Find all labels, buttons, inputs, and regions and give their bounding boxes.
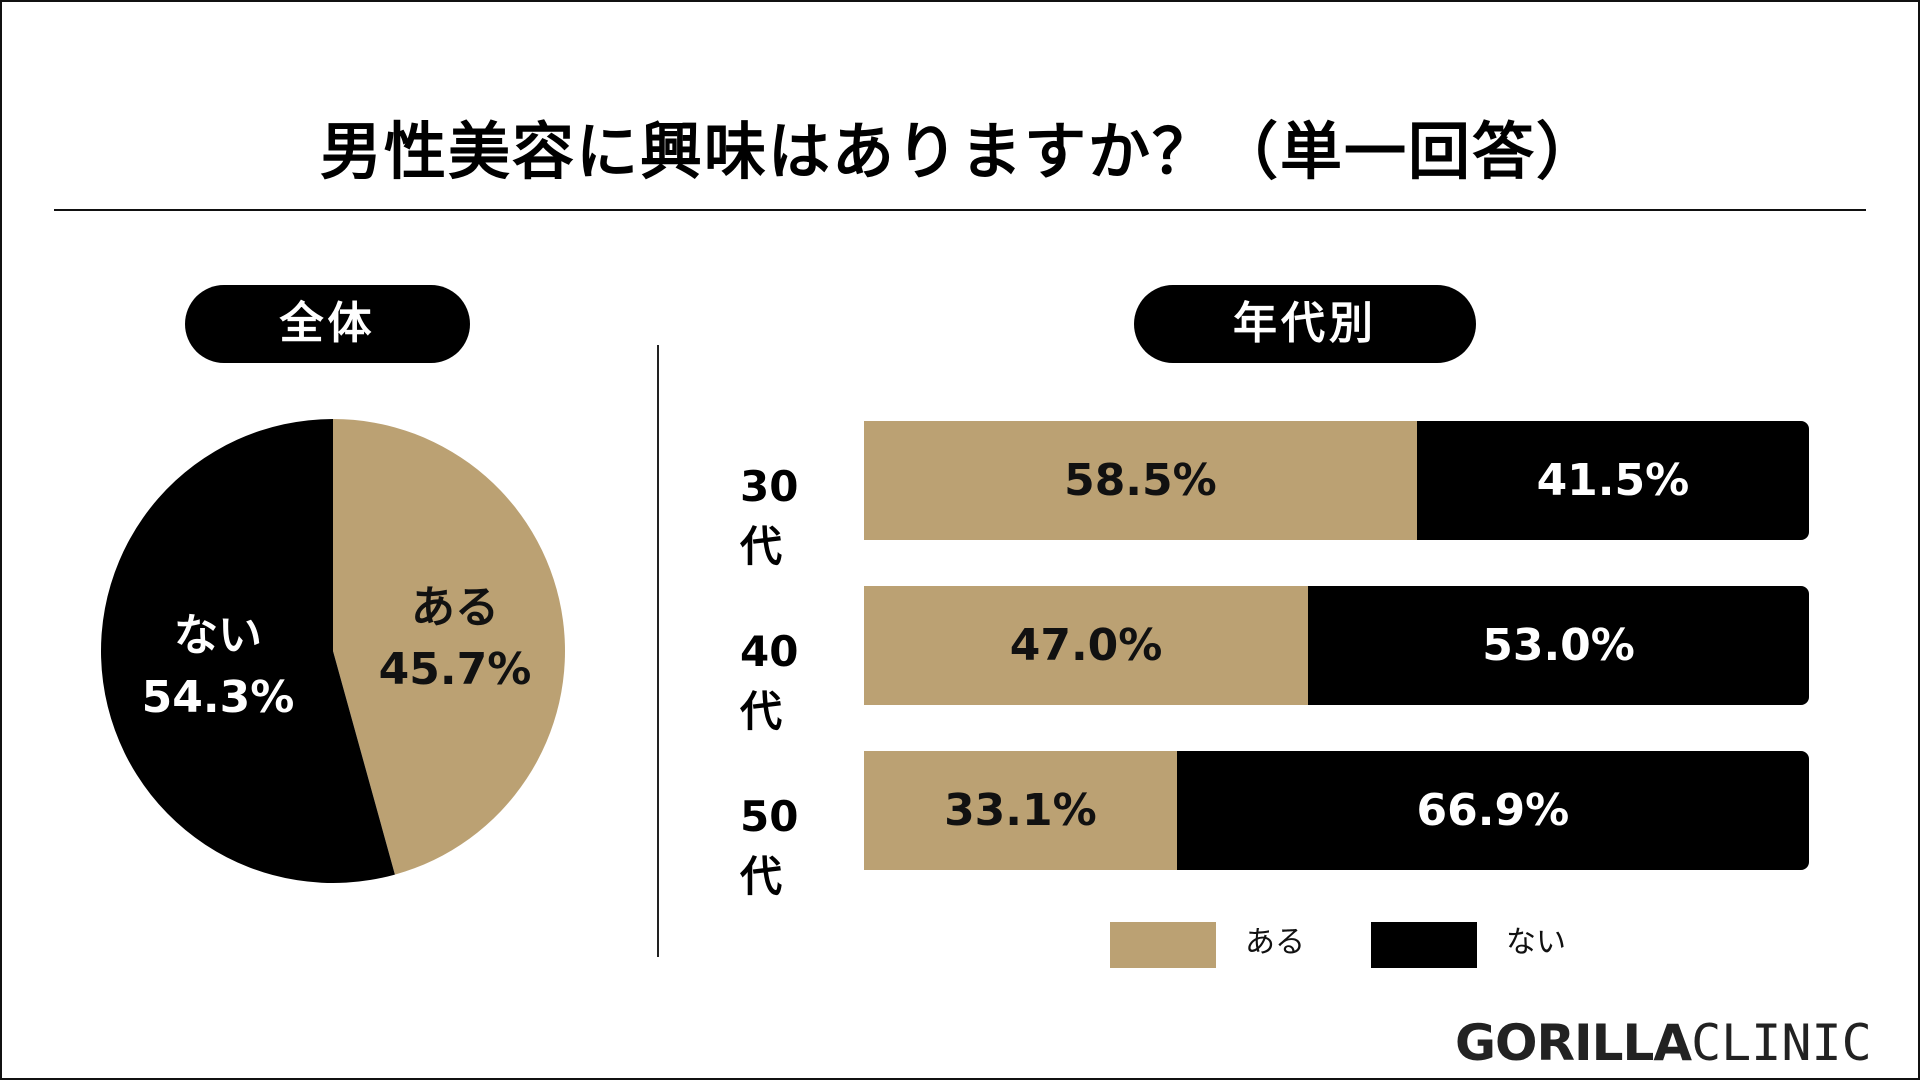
bar-value-aru-40s: 47.0% (1009, 620, 1163, 671)
title-underline (54, 209, 1866, 211)
section-pill-overall: 全体 (185, 285, 470, 363)
bar-value-aru-50s: 33.1% (944, 785, 1097, 836)
pie-label-nai-name: ない (174, 610, 262, 661)
logo-text-bold: GORILLA (1455, 1014, 1692, 1072)
legend-swatch-aru (1110, 922, 1216, 968)
logo-text-light: CLINIC (1691, 1014, 1872, 1072)
legend-swatch-nai (1371, 922, 1477, 968)
bar-row-50s: 33.1% 66.9% (864, 751, 1809, 870)
chart-title: 男性美容に興味はありますか？（単一回答） (319, 115, 1600, 188)
bar-value-nai-40s: 53.0% (1482, 620, 1635, 671)
gorilla-clinic-logo: GORILLACLINIC (1455, 1012, 1872, 1074)
section-divider (657, 345, 659, 957)
pie-label-aru-value: 45.7% (378, 644, 532, 695)
bar-segment-nai-30s: 41.5% (1416, 421, 1809, 540)
section-pill-by-age: 年代別 (1134, 285, 1476, 363)
pie-slice-nai (101, 419, 395, 884)
bar-row-label-30s: 30代 (740, 462, 799, 571)
bar-row-label-40s: 40代 (740, 627, 799, 736)
pie-label-aru: ある 45.7% (365, 577, 545, 701)
legend-label-aru: ある (1245, 925, 1305, 960)
pie-chart (101, 419, 566, 884)
bar-row-label-50s: 50代 (740, 792, 799, 901)
bar-segment-nai-40s: 53.0% (1308, 586, 1809, 705)
bar-segment-aru-30s: 58.5% (864, 421, 1417, 540)
pie-label-aru-name: ある (411, 582, 499, 633)
pie-label-nai: ない 54.3% (128, 605, 308, 729)
bar-segment-nai-50s: 66.9% (1176, 751, 1809, 870)
bar-value-nai-50s: 66.9% (1416, 785, 1570, 836)
pie-label-nai-value: 54.3% (141, 672, 295, 723)
bar-row-30s: 58.5% 41.5% (864, 421, 1809, 540)
bar-segment-aru-50s: 33.1% (864, 751, 1177, 870)
legend-label-nai: ない (1506, 925, 1566, 960)
bar-value-nai-30s: 41.5% (1536, 455, 1690, 506)
pie-slice-aru (333, 419, 566, 875)
bar-value-aru-30s: 58.5% (1064, 455, 1217, 506)
bar-segment-aru-40s: 47.0% (864, 586, 1309, 705)
bar-row-40s: 47.0% 53.0% (864, 586, 1809, 705)
